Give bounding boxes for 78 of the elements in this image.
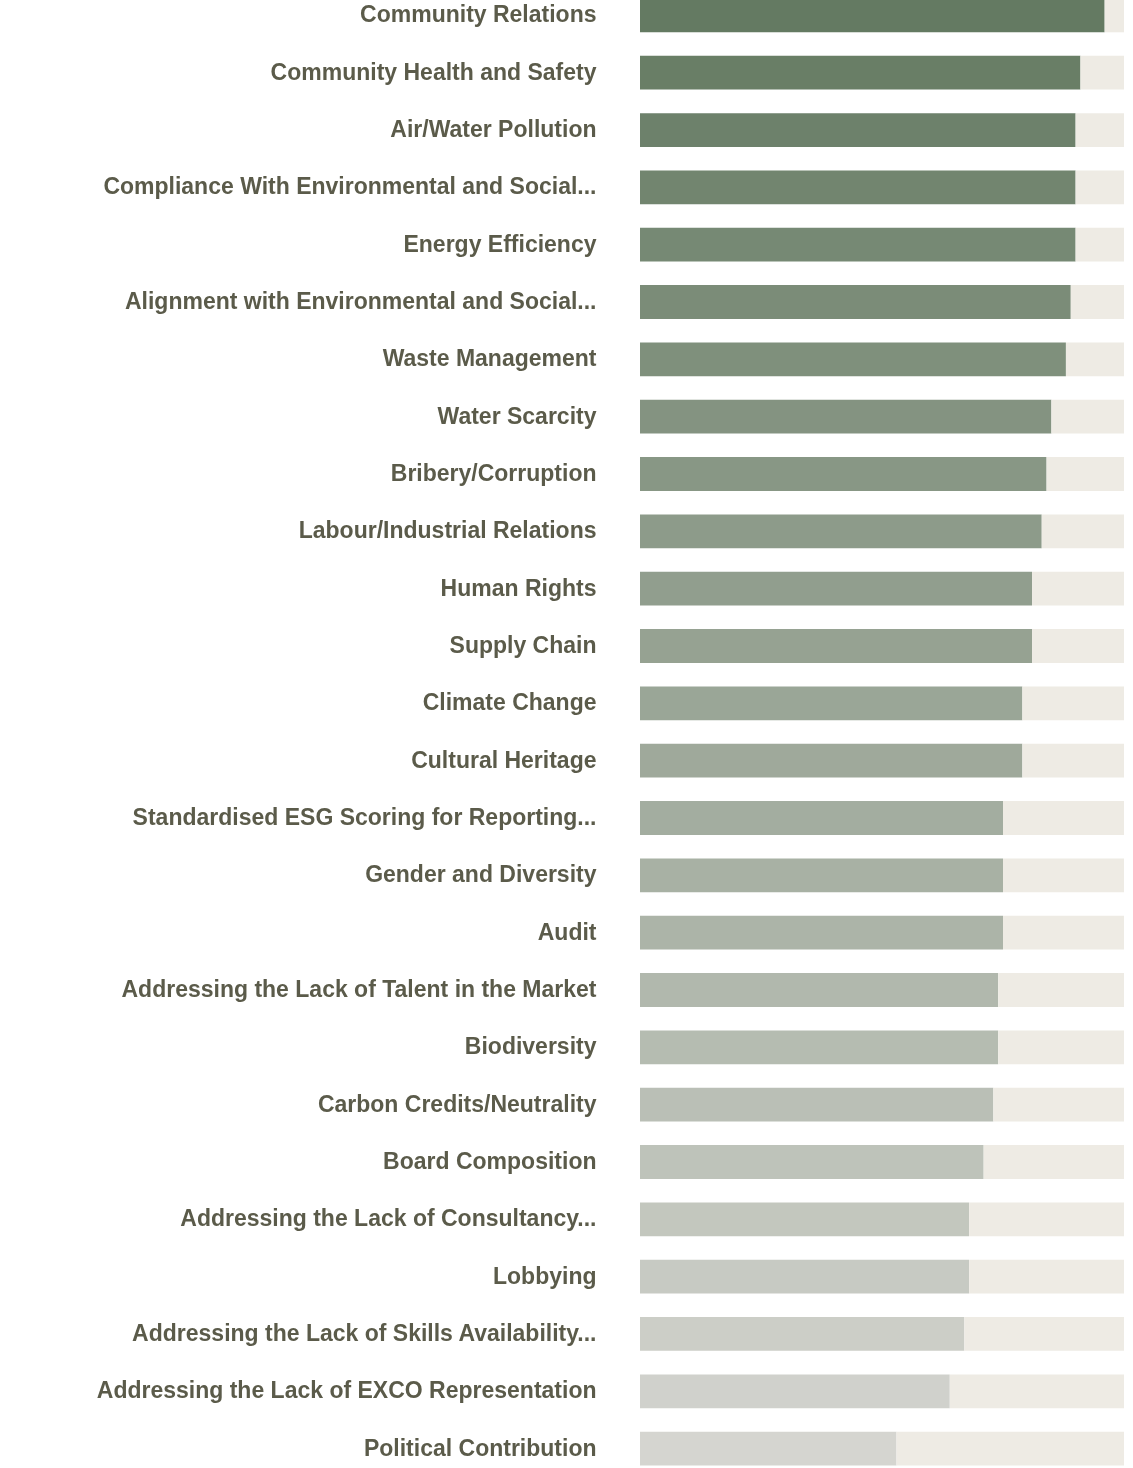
bar [640, 227, 1076, 262]
bar [1003, 915, 1124, 950]
bar [640, 1431, 897, 1466]
bar [998, 1030, 1124, 1065]
bar [640, 801, 1003, 835]
y-tick-label: Bribery/Corruption [390, 460, 597, 487]
bar [896, 1431, 1124, 1466]
y-tick-label: Human Rights [440, 574, 597, 601]
bar [640, 1145, 984, 1179]
y-tick-label: Biodiversity [464, 1033, 597, 1060]
bar [969, 1259, 1124, 1294]
y-tick-label: Climate Change [422, 689, 597, 716]
bar [640, 743, 1023, 778]
y-tick-label: Air/Water Pollution [390, 116, 597, 143]
bar [969, 1202, 1124, 1237]
bar [640, 113, 1076, 147]
bar [640, 55, 1081, 90]
bar [998, 973, 1124, 1007]
bar [640, 1259, 970, 1294]
bar [1032, 629, 1124, 663]
bar [640, 457, 1047, 491]
bar [1075, 227, 1124, 262]
y-tick-label: Addressing the Lack of Consultancy... [180, 1205, 597, 1232]
bar [1051, 399, 1124, 434]
bar [1104, 0, 1124, 33]
y-tick-label: Compliance With Environmental and Social... [103, 173, 597, 200]
y-tick-label: Cultural Heritage [411, 746, 597, 773]
y-tick-label: Water Scarcity [437, 402, 597, 429]
bar [640, 629, 1033, 663]
y-tick-label: Audit [537, 918, 597, 945]
y-tick-label: Community Relations [360, 1, 597, 28]
y-tick-label: Carbon Credits/Neutrality [317, 1090, 597, 1117]
y-tick-label: Addressing the Lack of Talent in the Market [121, 975, 597, 1002]
bar [640, 686, 1023, 721]
bar [1003, 858, 1124, 893]
bar [640, 915, 1003, 950]
bar [1032, 571, 1124, 606]
bar [640, 399, 1052, 434]
y-tick-label: Supply Chain [449, 632, 597, 659]
bar [640, 571, 1033, 606]
bar [949, 1374, 1124, 1409]
bar [640, 342, 1066, 377]
y-tick-label: Board Composition [383, 1147, 597, 1174]
bar [1070, 285, 1124, 319]
bar [640, 1087, 994, 1122]
y-tick-label: Political Contribution [363, 1434, 597, 1461]
y-tick-label: Energy Efficiency [403, 230, 597, 257]
bar [640, 1374, 950, 1409]
y-tick-label: Waste Management [382, 345, 597, 372]
bar [993, 1087, 1124, 1122]
bar [1075, 170, 1124, 205]
bar [1046, 457, 1124, 491]
bar [1065, 342, 1124, 377]
bar [640, 514, 1042, 549]
bar [1003, 801, 1124, 835]
y-tick-label: Gender and Diversity [365, 861, 597, 888]
bar [640, 0, 1105, 33]
bar [1075, 113, 1124, 147]
bar [640, 1317, 965, 1351]
bar [640, 1030, 999, 1065]
y-tick-label: Addressing the Lack of Skills Availability... [132, 1319, 597, 1346]
bar [1080, 55, 1124, 90]
bar [640, 170, 1076, 205]
bar [640, 973, 999, 1007]
y-tick-label: Lobbying [493, 1262, 597, 1289]
bar [640, 285, 1071, 319]
bar [1022, 743, 1124, 778]
bar [1022, 686, 1124, 721]
bar [964, 1317, 1124, 1351]
bar [640, 1202, 970, 1237]
y-tick-label: Labour/Industrial Relations [298, 517, 597, 544]
bar [640, 858, 1003, 893]
bar [983, 1145, 1124, 1179]
y-tick-label: Addressing the Lack of EXCO Representation [96, 1377, 597, 1404]
bar [1041, 514, 1124, 549]
y-tick-label: Alignment with Environmental and Social... [124, 288, 597, 315]
y-tick-label: Standardised ESG Scoring for Reporting... [132, 803, 597, 830]
y-tick-label: Community Health and Safety [270, 58, 597, 85]
